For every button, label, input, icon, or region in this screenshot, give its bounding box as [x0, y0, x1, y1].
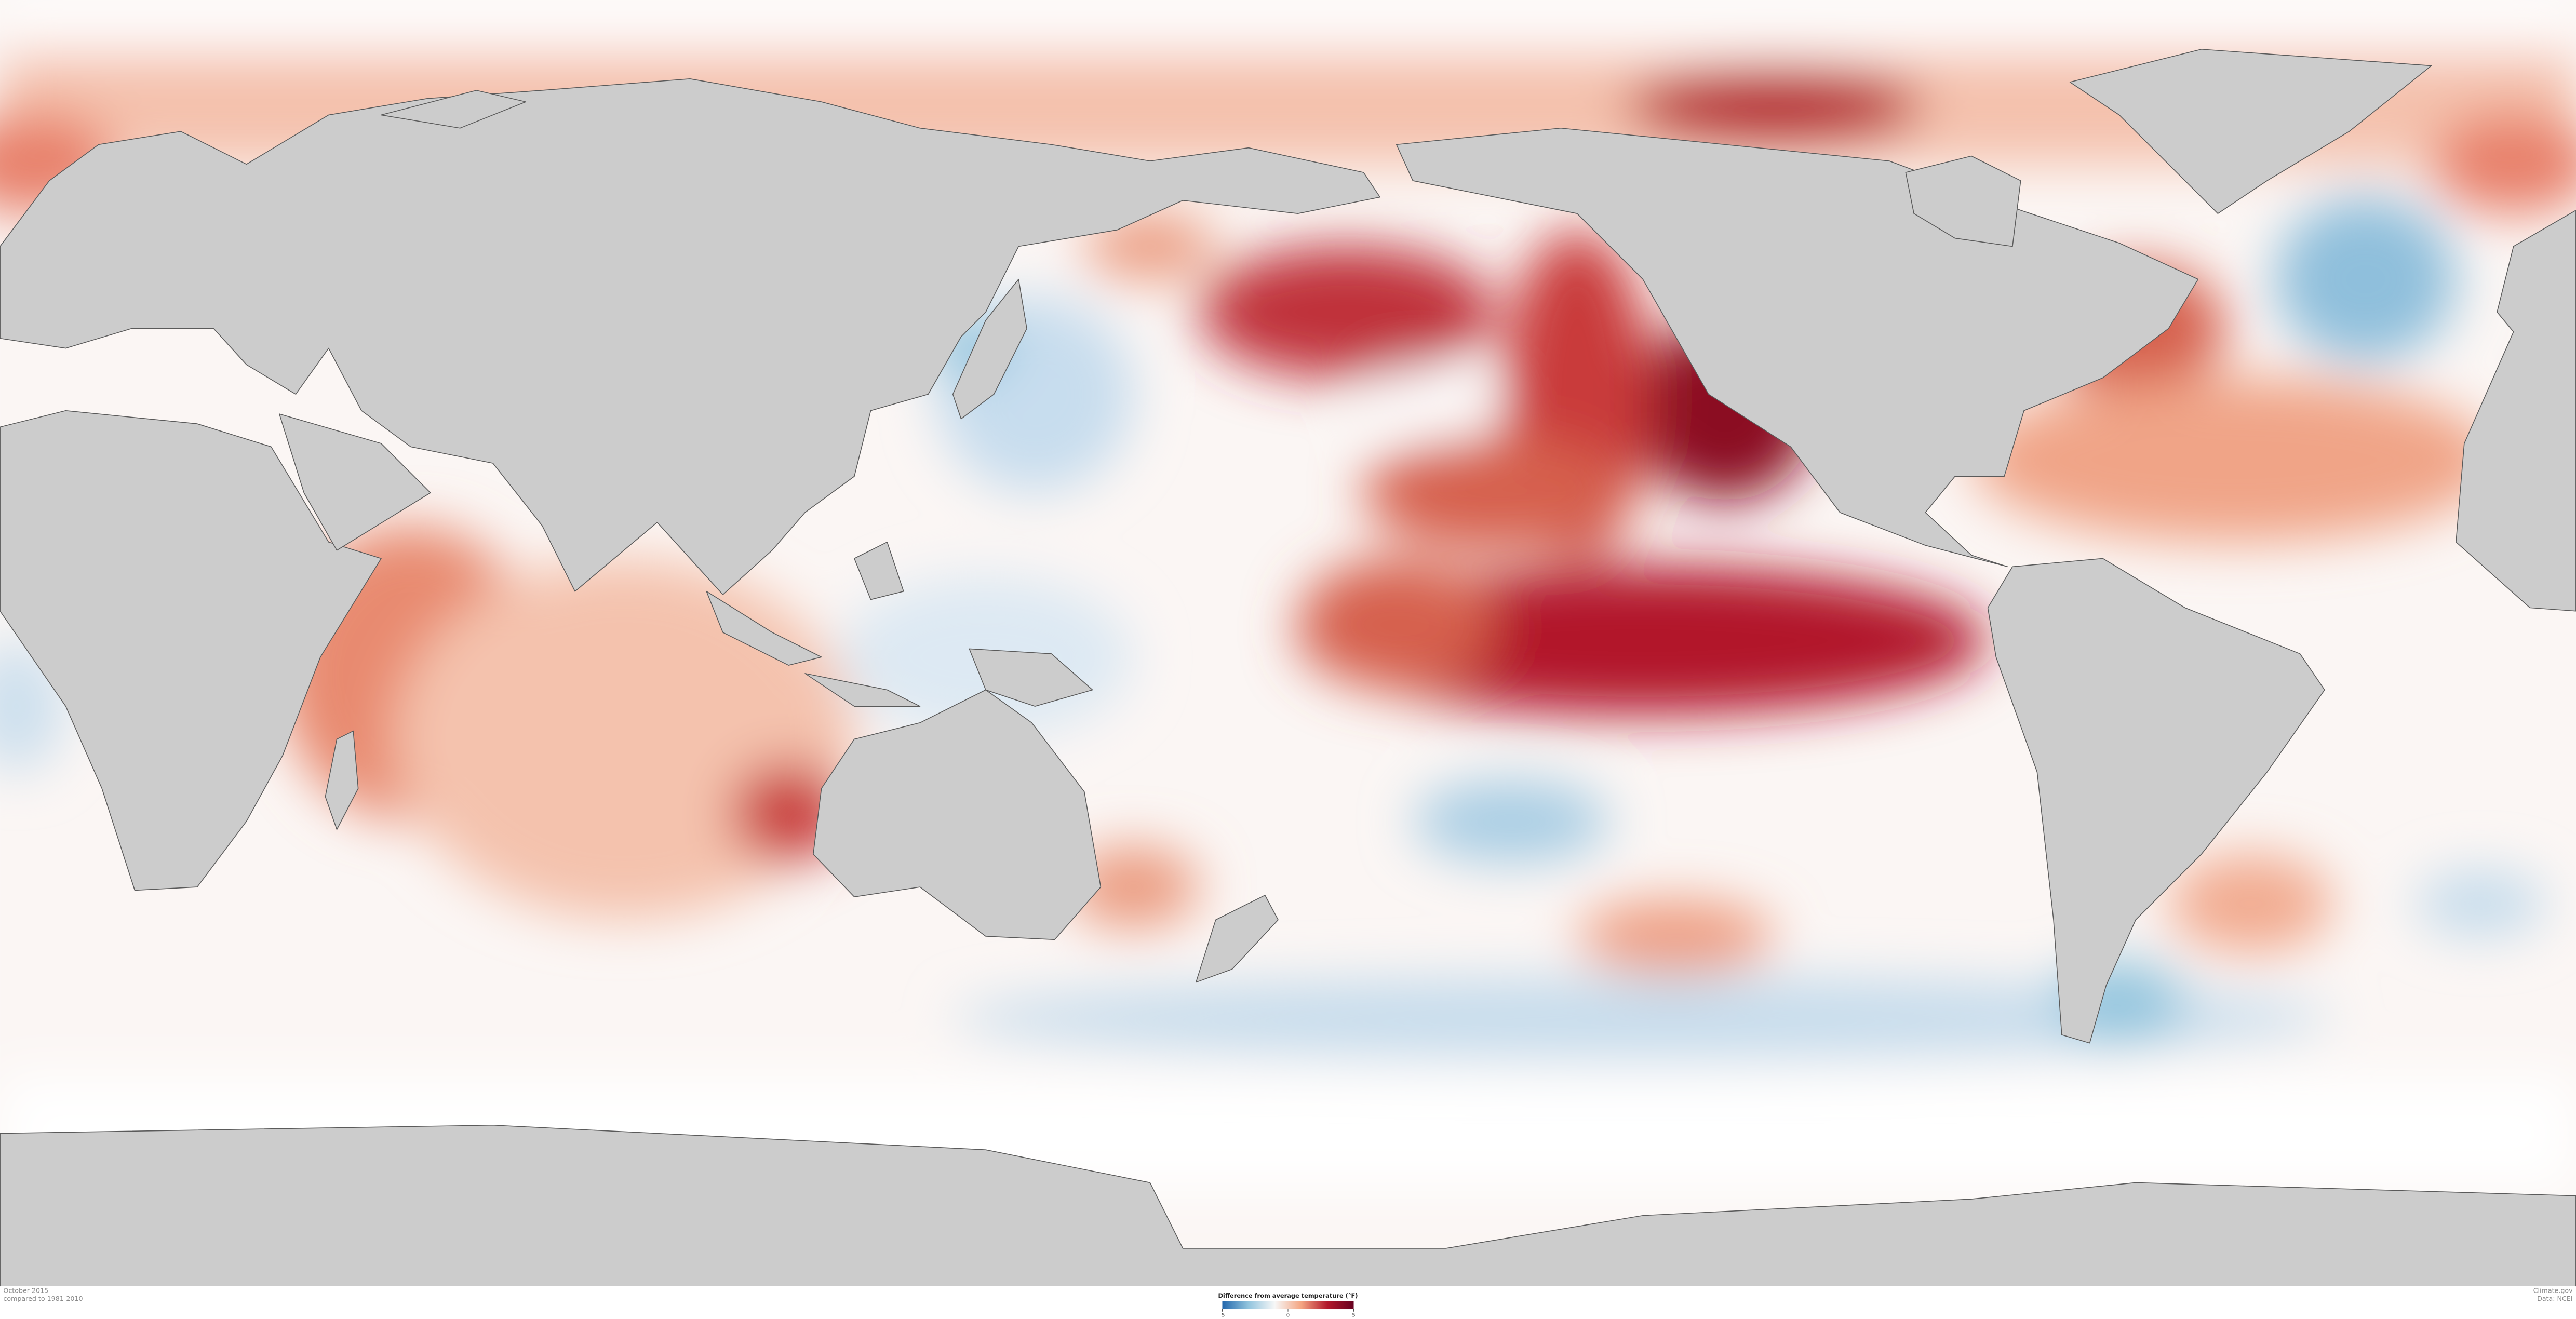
footer-left: compared to 1981-2010	[3, 1295, 83, 1302]
colorbar-tick-label: -5	[1219, 1312, 1225, 1318]
footer-right: Climate.gov	[2533, 1286, 2573, 1294]
colorbar-tick-label: 5	[1352, 1312, 1355, 1318]
colorbar	[1222, 1301, 1354, 1310]
footer-left: October 2015	[3, 1286, 48, 1294]
colorbar-tick-label: 0	[1286, 1312, 1290, 1318]
legend-title: Difference from average temperature (°F)	[1218, 1292, 1358, 1299]
continents	[0, 49, 2576, 1287]
footer-right: Data: NCEI	[2537, 1295, 2572, 1302]
